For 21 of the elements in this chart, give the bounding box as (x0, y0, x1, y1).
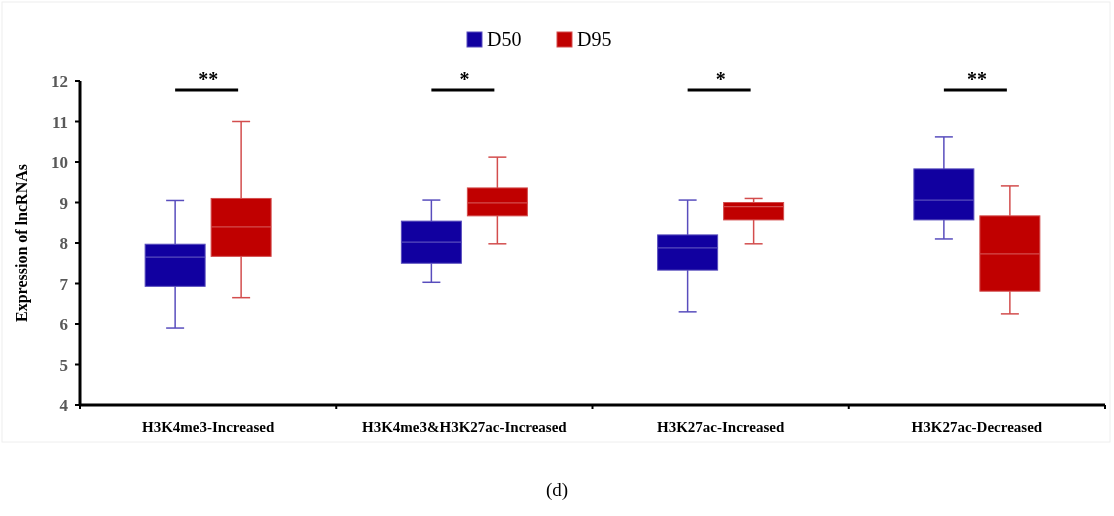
legend-label: D95 (577, 28, 612, 50)
annotation: ** (966, 68, 987, 90)
y-tick-label: 6 (59, 315, 68, 334)
y-tick-label: 8 (59, 234, 68, 253)
annotation: * (715, 68, 726, 90)
y-tick-label: 9 (59, 193, 68, 213)
x-tick-label: H3K27ac-Increased (657, 419, 785, 435)
y-tick-label: 5 (59, 355, 68, 375)
x-tick-label: H3K4me3-Increased (142, 419, 275, 435)
y-tick-label: 4 (59, 396, 69, 415)
legend-label: D50 (487, 28, 522, 50)
x-tick-label: H3K4me3&H3K27ac-Increased (362, 419, 568, 435)
text: (d) (545, 479, 569, 501)
y-tick-label: 12 (51, 72, 68, 91)
y-tick-label: 11 (51, 112, 68, 132)
annotation: * (459, 68, 470, 90)
y-axis-title: Expression of lncRNAs (13, 164, 31, 322)
x-tick-label: H3K27ac-Decreased (911, 419, 1043, 435)
y-tick-label: 10 (51, 153, 68, 172)
y-tick-label: 7 (59, 274, 69, 294)
annotation: ** (198, 68, 219, 90)
